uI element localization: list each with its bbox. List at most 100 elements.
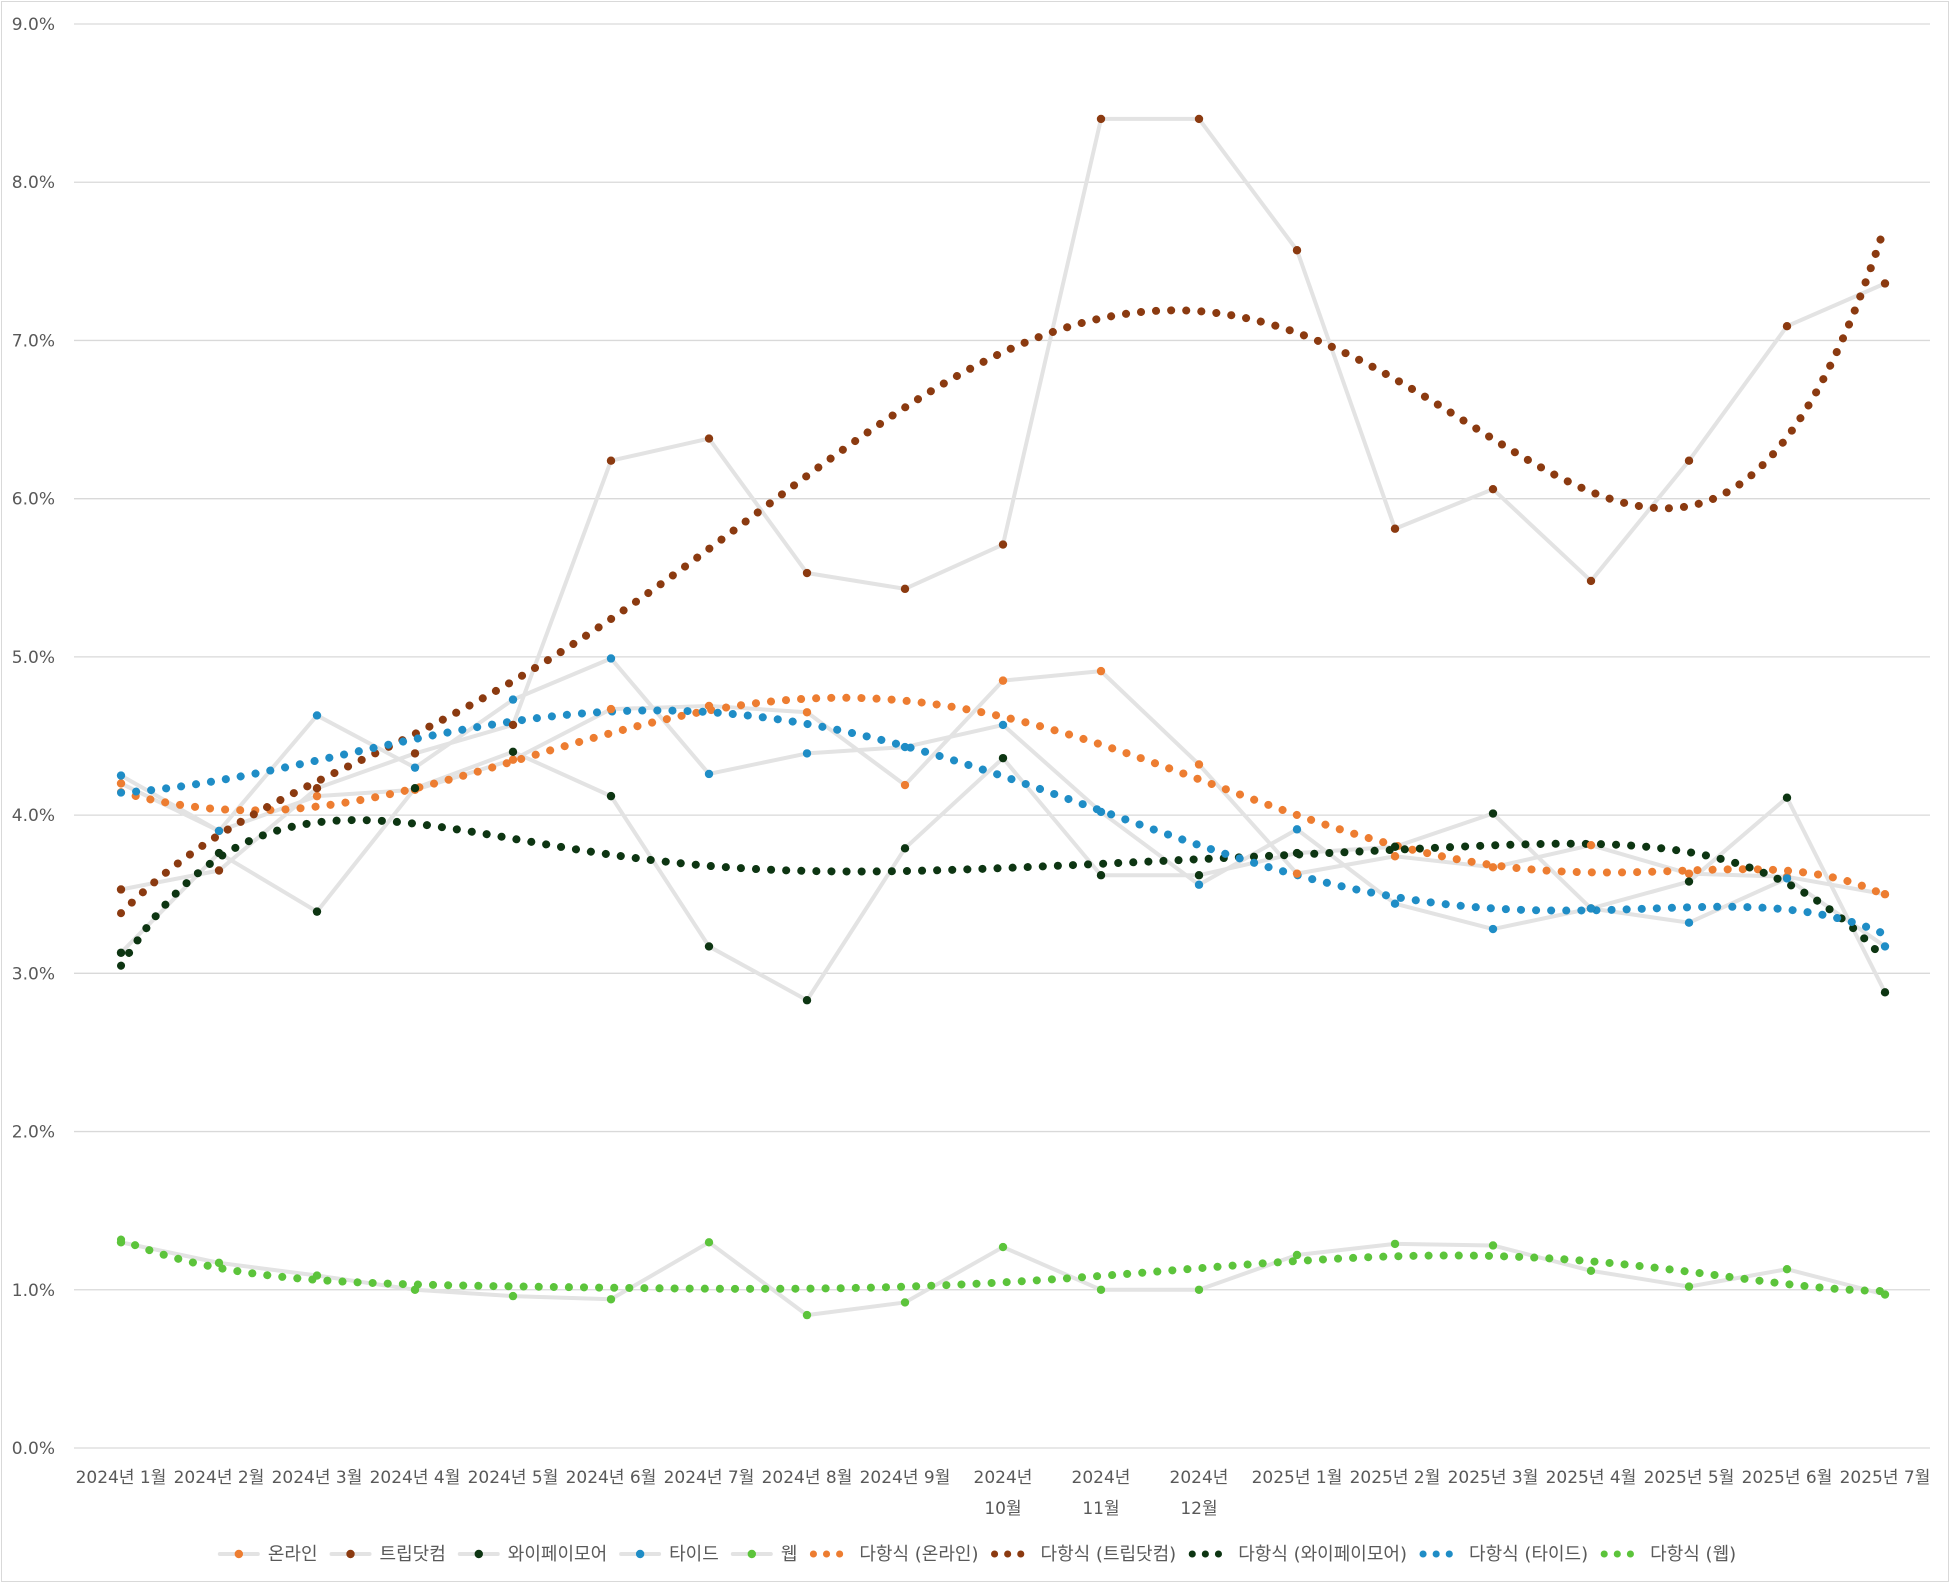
legend-label: 다항식 (와이페이모어): [1238, 1544, 1407, 1565]
x-tick-label: 2025년 5월: [1644, 1468, 1735, 1488]
data-point: [704, 1238, 714, 1247]
data-point: [900, 584, 910, 594]
data-point: [704, 769, 714, 779]
legend-label: 다항식 (타이드): [1469, 1544, 1588, 1565]
data-point: [508, 1291, 518, 1301]
legend-label: 타이드: [669, 1544, 719, 1565]
x-tick-label: 2024년 11월: [1072, 1468, 1131, 1519]
data-point: [802, 1310, 812, 1320]
x-tick-label: 2024년 7월: [664, 1468, 755, 1488]
trendline: [117, 816, 1889, 970]
data-point: [1390, 899, 1400, 908]
data-point: [508, 755, 518, 764]
data-point: [998, 753, 1008, 763]
data-point: [1194, 871, 1204, 880]
data-point: [1194, 1285, 1204, 1294]
data-point: [1880, 890, 1890, 899]
data-point: [1292, 825, 1302, 834]
data-point: [312, 1271, 322, 1280]
data-point: [1782, 874, 1792, 883]
data-point: [1096, 1285, 1106, 1294]
trendline: [117, 1235, 1889, 1296]
data-point: [1096, 666, 1106, 676]
data-point: [1292, 848, 1302, 858]
data-point: [1096, 807, 1106, 817]
y-tick-label: 5.0%: [12, 648, 55, 668]
trendline: [117, 693, 1889, 900]
data-point: [116, 948, 126, 957]
x-tick-label: 2024년 8월: [762, 1468, 853, 1488]
data-point: [116, 779, 126, 788]
data-point: [998, 1242, 1008, 1252]
y-axis-tick-labels: 0.0% 1.0% 2.0% 3.0% 4.0% 5.0% 6.0% 7.0% 8.0% 9.0%: [12, 15, 55, 1459]
data-point: [116, 885, 126, 894]
x-tick-label: 2025년 6월: [1742, 1468, 1833, 1488]
trendlines: [117, 221, 1889, 1296]
x-tick-label: 2025년 1월: [1252, 1468, 1343, 1488]
series-line: [119, 1240, 1887, 1318]
data-point: [1292, 869, 1302, 878]
data-point: [410, 784, 420, 793]
data-point: [1488, 809, 1498, 818]
legend-marker-swatch: [747, 1549, 757, 1559]
legend-label: 온라인: [268, 1544, 318, 1565]
legend-item: 다항식 (타이드): [1419, 1544, 1588, 1565]
data-point: [312, 907, 322, 916]
data-point: [116, 771, 126, 780]
legend-label: 다항식 (온라인): [859, 1544, 978, 1565]
y-tick-label: 0.0%: [12, 1439, 55, 1459]
x-tick-label: 2024년 3월: [272, 1468, 363, 1488]
x-tick-label: 2024년 5월: [468, 1468, 559, 1488]
data-point: [1390, 842, 1400, 851]
y-tick-label: 7.0%: [12, 331, 55, 351]
data-point: [312, 784, 322, 793]
gridlines: [74, 23, 1930, 1449]
data-point: [704, 701, 714, 711]
data-point: [802, 749, 812, 758]
data-point: [1292, 1250, 1302, 1260]
data-point: [410, 1285, 420, 1294]
data-point: [1880, 1290, 1890, 1299]
data-point: [606, 456, 616, 465]
data-point: [312, 711, 322, 720]
legend-item: 타이드: [619, 1544, 719, 1565]
data-point: [410, 749, 420, 758]
x-tick-label: 2024년 4월: [370, 1468, 461, 1488]
legend-label: 트립닷컴: [380, 1544, 446, 1565]
data-point: [998, 676, 1008, 685]
data-point: [1880, 279, 1890, 288]
y-tick-label: 9.0%: [12, 15, 55, 35]
series-line: [119, 656, 1887, 949]
data-point: [998, 720, 1008, 730]
data-point: [1586, 576, 1596, 586]
y-tick-label: 2.0%: [12, 1123, 55, 1143]
data-point: [900, 742, 910, 752]
data-point: [1586, 840, 1596, 850]
data-point: [410, 763, 420, 772]
legend-item: 다항식 (온라인): [809, 1544, 979, 1565]
series-line: [119, 669, 1887, 897]
x-tick-label: 2025년 2월: [1350, 1468, 1441, 1488]
data-point: [998, 540, 1008, 549]
data-point: [214, 1258, 224, 1268]
data-point: [1684, 918, 1694, 927]
data-point: [802, 996, 812, 1005]
data-point: [1488, 1241, 1498, 1250]
data-point: [1586, 904, 1596, 913]
legend-label: 다항식 (트립닷컴): [1041, 1544, 1177, 1565]
data-point: [1880, 988, 1890, 997]
y-tick-label: 6.0%: [12, 490, 55, 510]
data-point: [704, 942, 714, 951]
x-tick-label: 2024년 12월: [1170, 1468, 1229, 1519]
x-tick-label: 2024년 6월: [566, 1468, 657, 1488]
data-point: [1684, 869, 1694, 878]
data-point: [1390, 1239, 1400, 1249]
data-point: [900, 780, 910, 790]
data-point: [1684, 877, 1694, 886]
legend-item: 트립닷컴: [329, 1544, 446, 1565]
data-point: [1488, 863, 1498, 872]
data-point: [704, 434, 714, 443]
data-point: [1684, 1282, 1694, 1291]
data-point: [1390, 852, 1400, 861]
